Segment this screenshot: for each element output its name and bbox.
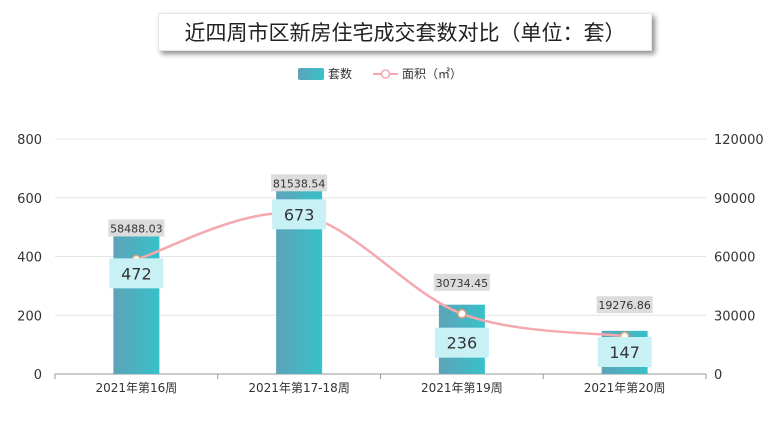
- bar-value-label-box: [272, 199, 327, 230]
- y-left-tick-label: 0: [34, 368, 42, 383]
- y-axis-right: 0 30000 60000 90000 120000: [714, 133, 764, 383]
- bar-value-label: 673: [284, 205, 315, 224]
- y-right-tick-label: 60000: [714, 251, 755, 266]
- legend-label-line: 面积（㎡）: [402, 67, 462, 81]
- line-value-label: 81538.54: [273, 177, 326, 190]
- line-value-label: 58488.03: [110, 222, 163, 235]
- y-right-tick-label: 0: [714, 368, 722, 383]
- line-series: [131, 209, 630, 341]
- line-point: [457, 309, 467, 319]
- y-left-tick-label: 200: [17, 309, 42, 324]
- line-value-label: 19276.86: [598, 299, 651, 312]
- line-value-label: 30734.45: [436, 277, 489, 290]
- legend-swatch-line-marker: [380, 69, 391, 79]
- y-axis-left: 0 200 400 600 800: [17, 133, 42, 383]
- x-tick-label: 2021年第17-18周: [248, 381, 349, 395]
- y-right-tick-label: 90000: [714, 192, 755, 207]
- line-value-label-box: [433, 273, 490, 291]
- x-tick-label: 2021年第20周: [584, 381, 666, 395]
- bar-value-label-box: [109, 258, 164, 289]
- bar-value-label: 147: [609, 343, 640, 362]
- chart-title-box: 近四周市区新房住宅成交套数对比（单位：套）: [158, 13, 652, 51]
- legend-swatch-bar: [298, 68, 324, 80]
- bar-series: [113, 176, 648, 374]
- y-left-tick-label: 600: [17, 192, 42, 207]
- y-right-tick-label: 120000: [714, 133, 764, 148]
- x-tick-label: 2021年第16周: [95, 381, 177, 395]
- data-labels: 58488.03 81538.54 30734.45 19276.86 472 673 23…: [108, 174, 653, 367]
- line-value-label-box: [108, 219, 165, 237]
- x-axis: 2021年第16周 2021年第17-18周 2021年第19周 2021年第20周: [54, 374, 707, 395]
- x-tick-label: 2021年第19周: [421, 381, 503, 395]
- line-value-label-box: [271, 174, 328, 192]
- legend-label-bar: 套数: [328, 66, 352, 81]
- bar-value-label-box: [597, 337, 652, 367]
- chart-title: 近四周市区新房住宅成交套数对比（单位：套）: [184, 21, 626, 45]
- bar-value-label: 472: [121, 264, 152, 283]
- y-right-tick-label: 30000: [714, 309, 755, 324]
- area-line: [136, 211, 625, 338]
- bar-value-label-box: [434, 327, 489, 358]
- y-left-tick-label: 400: [17, 251, 42, 266]
- line-value-label-box: [596, 296, 653, 314]
- legend: 套数 面积（㎡）: [298, 66, 462, 81]
- y-left-tick-label: 800: [17, 133, 42, 148]
- bar-value-label: 236: [447, 334, 478, 353]
